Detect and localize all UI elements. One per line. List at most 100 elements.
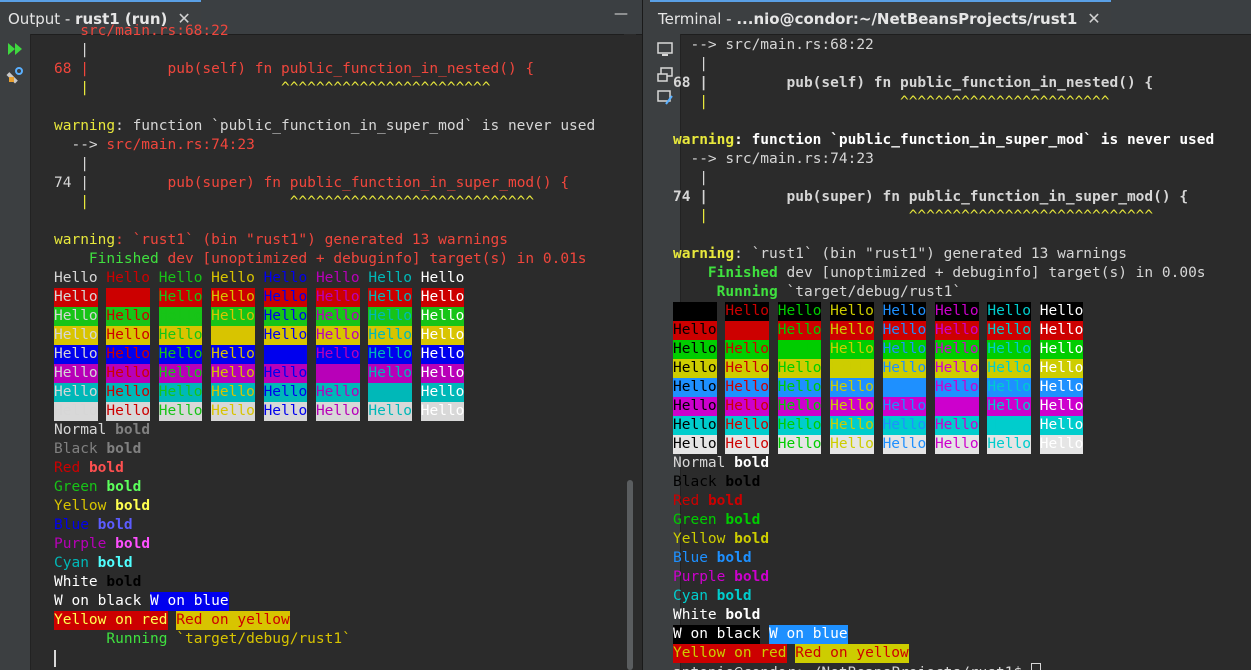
terminal-tab[interactable]: Terminal - ...nio@condor:~/NetBeansProje… [650,0,1111,34]
color-grid-cell: Hello [158,307,203,326]
color-grid-row: Hello Hello Hello Hello Hello Hello Hell… [673,359,1214,378]
console-line: | [54,155,595,174]
color-grid-cell: Hello [368,383,412,402]
color-grid-cell: Hello [725,416,770,435]
prompt-line: antonio@condor:~/NetBeansProjects/rust1$ [673,663,1214,670]
close-icon[interactable]: ✕ [1087,9,1101,28]
space [725,568,734,587]
color-grid-cell: Hello [777,397,822,416]
console-text: | [54,156,89,172]
grid-gap [202,345,211,364]
color-grid-cell: Hello [934,340,979,359]
style-label: Black [673,474,717,490]
combo-text: W on black [673,625,761,644]
clear-terminal-icon[interactable] [656,88,674,106]
grid-gap [821,321,830,340]
terminal-icon[interactable] [656,40,674,58]
color-grid-cell: Hello [263,402,308,421]
console-text: pub(super) fn public_function_in_super_m… [167,175,570,191]
grid-gap [255,364,264,383]
minimize-button[interactable]: — [614,6,628,22]
style-line: Yellow bold [54,497,595,516]
color-grid-cell: Hello [420,402,465,421]
grid-gap [1031,378,1040,397]
color-grid-cell: Hello [987,321,1031,340]
console-line: | [54,41,595,60]
console-text: dev [unoptimized + debuginfo] target(s) … [777,265,1206,281]
rerun-icon[interactable] [6,40,24,58]
console-text: src/main.rs:68:22 [54,23,229,39]
color-grid-cell: Hello [987,378,1031,397]
tools-icon[interactable] [6,66,24,84]
grid-gap [821,359,830,378]
grid-gap [360,402,369,421]
color-grid-cell: Hello [1039,321,1084,340]
color-grid-cell: Hello [777,435,822,454]
color-grid-cell: Hello [315,270,360,286]
new-terminal-icon[interactable] [656,66,674,84]
grid-gap [874,340,883,359]
color-grid-cell: Hello [673,435,717,454]
color-grid-cell: Hello [368,402,412,421]
output-console[interactable]: src/main.rs:68:22 | 68 | pub(self) fn pub… [54,22,595,668]
color-grid-row: Hello Hello Hello Hello Hello Hello Hell… [54,269,595,288]
terminal-console[interactable]: --> src/main.rs:68:22 | 68 | pub(self) fn… [673,36,1214,670]
terminal-pane: Terminal - ...nio@condor:~/NetBeansProje… [650,0,1251,670]
color-grid-cell: Hello [777,321,822,340]
color-grid-cell: Hello [420,345,465,364]
color-grid-cell: Hello [106,270,151,286]
grid-gap [1031,397,1040,416]
console-line: Finished dev [unoptimized + debuginfo] t… [54,250,595,269]
grid-gap [202,364,211,383]
color-grid-cell: Hello [54,364,98,383]
grid-gap [412,307,421,326]
console-text: | [54,42,89,58]
grid-gap [979,302,988,321]
output-scrollbar[interactable] [624,34,636,670]
output-scrollbar-thumb[interactable] [627,480,633,670]
combo-text: W on blue [769,625,848,644]
combo-text: W on blue [150,592,229,611]
color-grid-cell: Hello [211,402,255,421]
color-grid-cell: Hello [777,359,822,378]
style-line: Cyan bold [54,554,595,573]
shell-prompt: antonio@condor:~/NetBeansProjects/rust1$ [673,664,1031,670]
console-text: warning [54,232,116,248]
style-bold: bold [716,550,752,566]
grid-gap [150,345,159,364]
color-grid-cell: Hello [211,326,255,345]
output-tab[interactable]: Output - rust1 (run) ✕ [0,0,201,34]
color-grid-cell: Hello [158,364,203,383]
color-grid-cell: Hello [934,359,979,378]
color-grid-cell: Hello [725,378,770,397]
color-grid-cell: Hello [987,302,1031,321]
color-grid-cell: Hello [420,270,465,286]
console-line: --> src/main.rs:74:23 [54,136,595,155]
output-pane: Output - rust1 (run) ✕ — src/main.rs:68:2… [0,0,642,670]
grid-gap [255,269,264,288]
grid-gap [821,397,830,416]
color-grid-cell: Hello [54,345,98,364]
style-label: Green [673,512,717,528]
console-line [54,98,595,117]
grid-gap [255,402,264,421]
grid-gap [717,397,726,416]
color-grid-cell: Hello [934,378,979,397]
color-grid-cell: Hello [368,364,412,383]
grid-gap [307,326,316,345]
color-grid-cell: Hello [420,307,465,326]
style-label: Purple [673,569,726,585]
combo-text [141,592,150,611]
color-grid-row: Hello Hello Hello Hello Hello Hello Hell… [673,378,1214,397]
space [708,549,717,568]
console-line: Finished dev [unoptimized + debuginfo] t… [673,264,1214,283]
style-label: Normal [54,422,107,438]
console-text: | ^^^^^^^^^^^^^^^^^^^^^^^^^^^^ [54,194,535,210]
grid-gap [979,397,988,416]
style-line: Purple bold [673,568,1214,587]
close-icon[interactable]: ✕ [177,9,191,28]
output-tab-bar: Output - rust1 (run) ✕ — [0,0,642,35]
grid-gap [979,435,988,454]
grid-gap [307,345,316,364]
console-text: Running [54,631,168,647]
